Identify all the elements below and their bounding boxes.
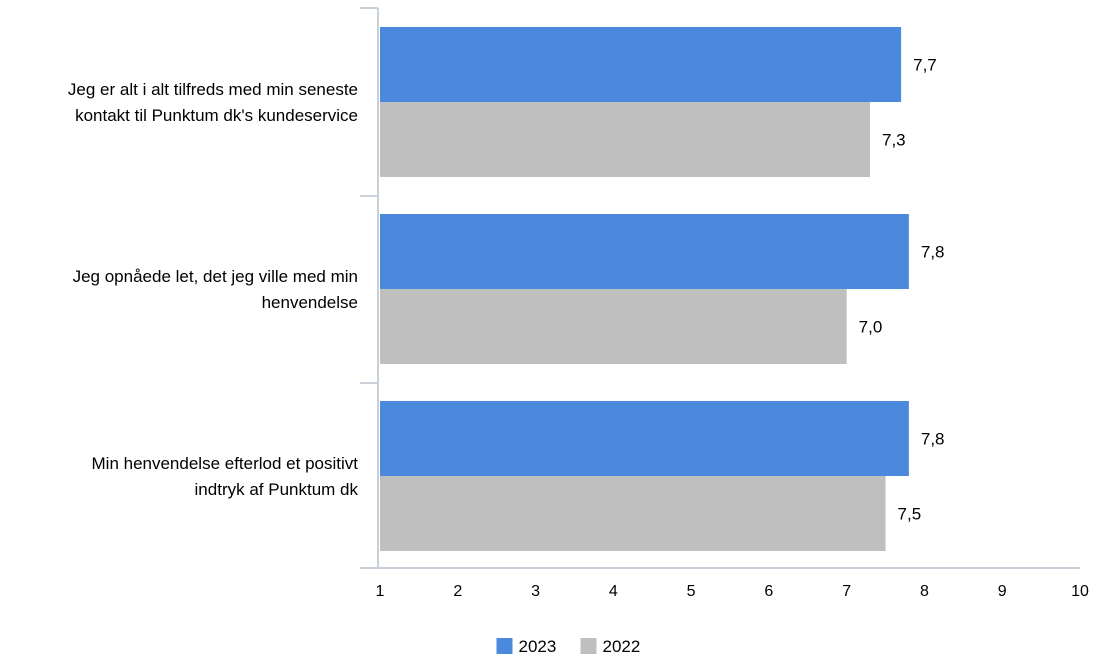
x-tick-label-8: 8 [920,583,929,600]
bar-2022-cat-0 [380,102,870,177]
x-tick-label-5: 5 [687,583,696,600]
legend-label-2023: 2023 [519,637,557,656]
category-label-2-line-0: Min henvendelse efterlod et positivt [92,454,359,473]
bar-2023-cat-1 [380,214,909,289]
x-tick-label-6: 6 [764,583,773,600]
bar-2023-cat-0 [380,27,902,102]
x-tick-label-10: 10 [1071,583,1089,600]
bar-2022-cat-2 [380,476,886,551]
data-label-2023-cat-0: 7,7 [913,56,937,75]
x-tick-label-9: 9 [998,583,1007,600]
x-tick-label-4: 4 [609,583,618,600]
category-label-1-line-1: henvendelse [262,293,358,312]
data-labels-group: 7,7 7,3 7,8 7,0 7,8 7,5 [859,56,945,524]
category-label-0-line-0: Jeg er alt i alt tilfreds med min senest… [68,80,358,99]
x-tick-labels-group: 1 2 3 4 5 6 7 8 9 10 [376,583,1089,600]
legend: 2023 2022 [496,637,641,656]
x-tick-label-3: 3 [531,583,540,600]
legend-swatch-2022 [580,638,597,654]
data-label-2022-cat-2: 7,5 [898,505,922,524]
data-label-2023-cat-1: 7,8 [921,243,945,262]
x-tick-label-7: 7 [842,583,851,600]
data-label-2022-cat-0: 7,3 [882,131,906,150]
legend-swatch-2023 [496,638,513,654]
category-label-1-line-0: Jeg opnåede let, det jeg ville med min [73,267,358,286]
x-tick-label-2: 2 [453,583,462,600]
data-label-2023-cat-2: 7,8 [921,430,945,449]
legend-label-2022: 2022 [603,637,641,656]
bar-2022-cat-1 [380,289,847,364]
bar-2023-cat-2 [380,401,909,476]
axes-group [360,7,1080,569]
category-labels-group: Jeg er alt i alt tilfreds med min senest… [68,80,359,499]
category-label-2-line-1: indtryk af Punktum dk [195,480,359,499]
bars-group [380,27,909,551]
x-tick-label-1: 1 [376,583,385,600]
category-label-0-line-1: kontakt til Punktum dk's kundeservice [75,106,358,125]
data-label-2022-cat-1: 7,0 [859,318,883,337]
